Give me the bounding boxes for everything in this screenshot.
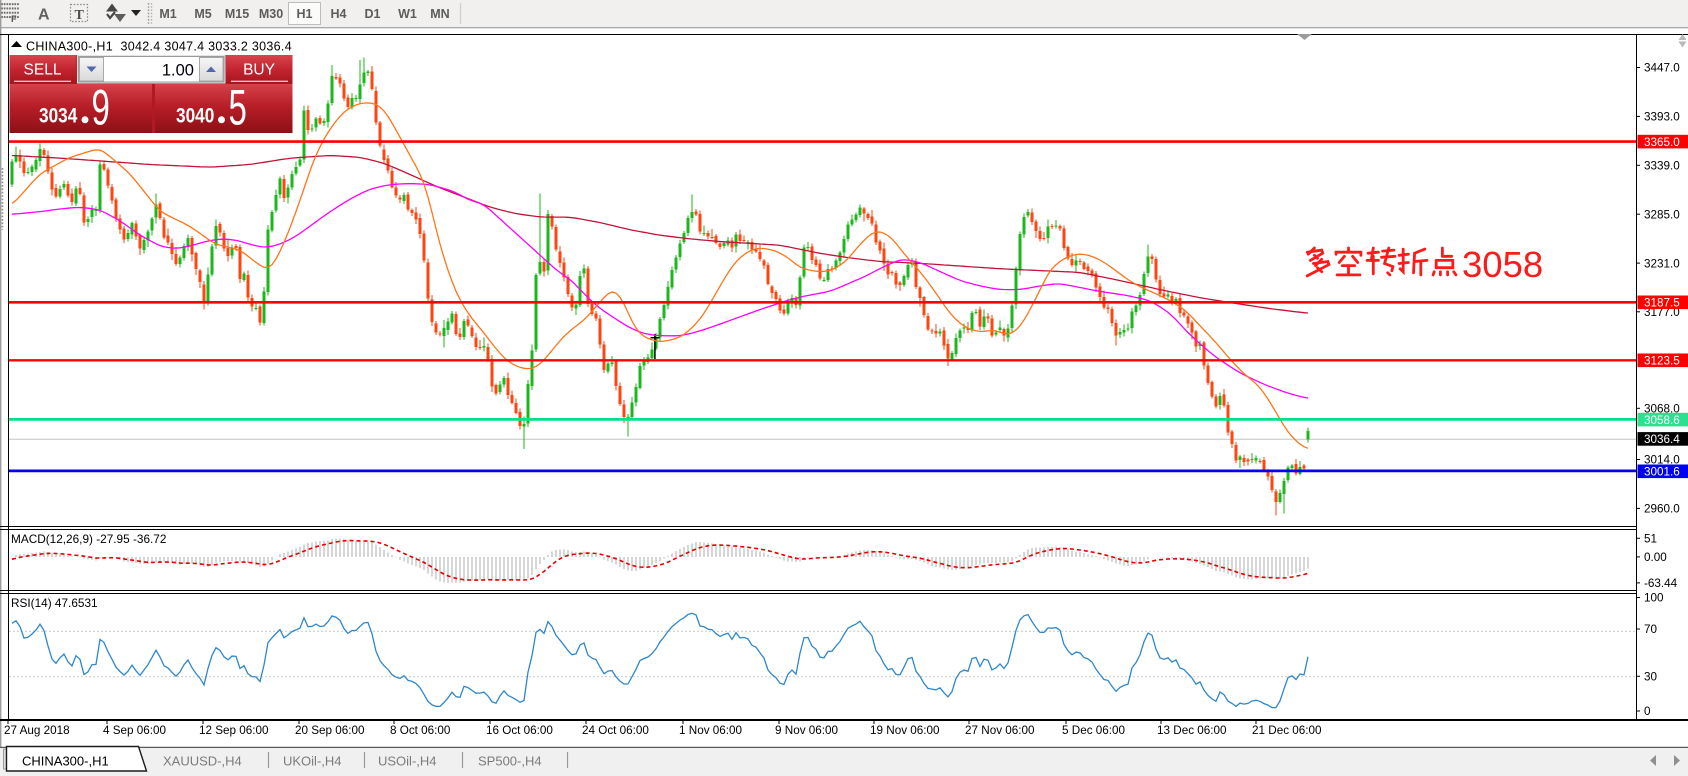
svg-text:3068.0: 3068.0 xyxy=(1644,403,1680,416)
svg-text:M1: M1 xyxy=(159,7,176,21)
svg-text:A: A xyxy=(38,7,50,24)
svg-text:T: T xyxy=(75,8,85,23)
svg-text:0: 0 xyxy=(1644,705,1651,718)
svg-text:3001.6: 3001.6 xyxy=(1644,466,1680,479)
svg-text:3040: 3040 xyxy=(176,105,214,128)
svg-text:19 Nov 06:00: 19 Nov 06:00 xyxy=(870,724,940,737)
svg-text:3365.0: 3365.0 xyxy=(1644,136,1680,149)
svg-text:16 Oct 06:00: 16 Oct 06:00 xyxy=(486,724,553,737)
svg-text:CHINA300-,H1 3042.4 3047.4 30: CHINA300-,H1 3042.4 3047.4 3033.2 3036.4 xyxy=(26,40,292,54)
svg-text:9 Nov 06:00: 9 Nov 06:00 xyxy=(775,724,839,737)
svg-text:MACD(12,26,9) -27.95 -36.72: MACD(12,26,9) -27.95 -36.72 xyxy=(11,532,166,546)
svg-text:3058.6: 3058.6 xyxy=(1644,414,1680,427)
svg-text:D1: D1 xyxy=(365,7,381,21)
svg-text:RSI(14) 47.6531: RSI(14) 47.6531 xyxy=(11,596,98,610)
svg-text:3177.0: 3177.0 xyxy=(1644,306,1680,319)
svg-text:3036.4: 3036.4 xyxy=(1644,433,1680,446)
svg-text:5 Dec 06:00: 5 Dec 06:00 xyxy=(1062,724,1126,737)
svg-text:12 Sep 06:00: 12 Sep 06:00 xyxy=(199,724,269,737)
svg-text:27 Aug 2018: 27 Aug 2018 xyxy=(4,724,70,737)
svg-text:BUY: BUY xyxy=(243,62,275,79)
svg-text:20 Sep 06:00: 20 Sep 06:00 xyxy=(295,724,365,737)
svg-text:30: 30 xyxy=(1644,671,1658,684)
svg-text:3034: 3034 xyxy=(39,105,78,128)
svg-text:-63.44: -63.44 xyxy=(1644,577,1678,590)
svg-text:13 Dec 06:00: 13 Dec 06:00 xyxy=(1157,724,1227,737)
svg-text:24 Oct 06:00: 24 Oct 06:00 xyxy=(582,724,649,737)
svg-text:51: 51 xyxy=(1644,533,1657,546)
svg-text:SP500-,H4: SP500-,H4 xyxy=(478,754,542,769)
svg-text:USOil-,H4: USOil-,H4 xyxy=(378,754,437,769)
svg-text:CHINA300-,H1: CHINA300-,H1 xyxy=(22,754,109,769)
svg-text:70: 70 xyxy=(1644,623,1658,636)
svg-text:3447.0: 3447.0 xyxy=(1644,62,1680,75)
svg-text:3123.5: 3123.5 xyxy=(1644,355,1680,368)
svg-text:8 Oct 06:00: 8 Oct 06:00 xyxy=(390,724,451,737)
svg-text:SELL: SELL xyxy=(24,62,62,79)
svg-text:XAUUSD-,H4: XAUUSD-,H4 xyxy=(163,754,242,769)
svg-text:M30: M30 xyxy=(259,7,283,21)
svg-text:1 Nov 06:00: 1 Nov 06:00 xyxy=(679,724,743,737)
svg-text:3058: 3058 xyxy=(1462,244,1543,285)
svg-text:MN: MN xyxy=(430,7,449,21)
svg-text:100: 100 xyxy=(1644,592,1664,605)
svg-text:3339.0: 3339.0 xyxy=(1644,160,1680,173)
svg-text:1.00: 1.00 xyxy=(162,62,194,80)
svg-text:M15: M15 xyxy=(225,7,249,21)
svg-text:5: 5 xyxy=(229,80,247,135)
svg-text:W1: W1 xyxy=(398,7,417,21)
svg-text:H4: H4 xyxy=(331,7,347,21)
svg-text:0.00: 0.00 xyxy=(1644,551,1667,564)
svg-text:UKOil-,H4: UKOil-,H4 xyxy=(283,754,342,769)
svg-text:2960.0: 2960.0 xyxy=(1644,503,1680,516)
svg-text:3285.0: 3285.0 xyxy=(1644,208,1680,221)
svg-text:21 Dec 06:00: 21 Dec 06:00 xyxy=(1252,724,1322,737)
svg-text:3014.0: 3014.0 xyxy=(1644,454,1680,467)
svg-text:M5: M5 xyxy=(194,7,211,21)
svg-text:4 Sep 06:00: 4 Sep 06:00 xyxy=(103,724,167,737)
svg-text:F: F xyxy=(11,14,17,24)
svg-text:H1: H1 xyxy=(297,7,313,21)
svg-text:27 Nov 06:00: 27 Nov 06:00 xyxy=(965,724,1035,737)
svg-text:3231.0: 3231.0 xyxy=(1644,257,1680,270)
svg-text:9: 9 xyxy=(92,80,110,135)
svg-text:3393.0: 3393.0 xyxy=(1644,111,1680,124)
svg-text:3187.5: 3187.5 xyxy=(1644,297,1680,310)
